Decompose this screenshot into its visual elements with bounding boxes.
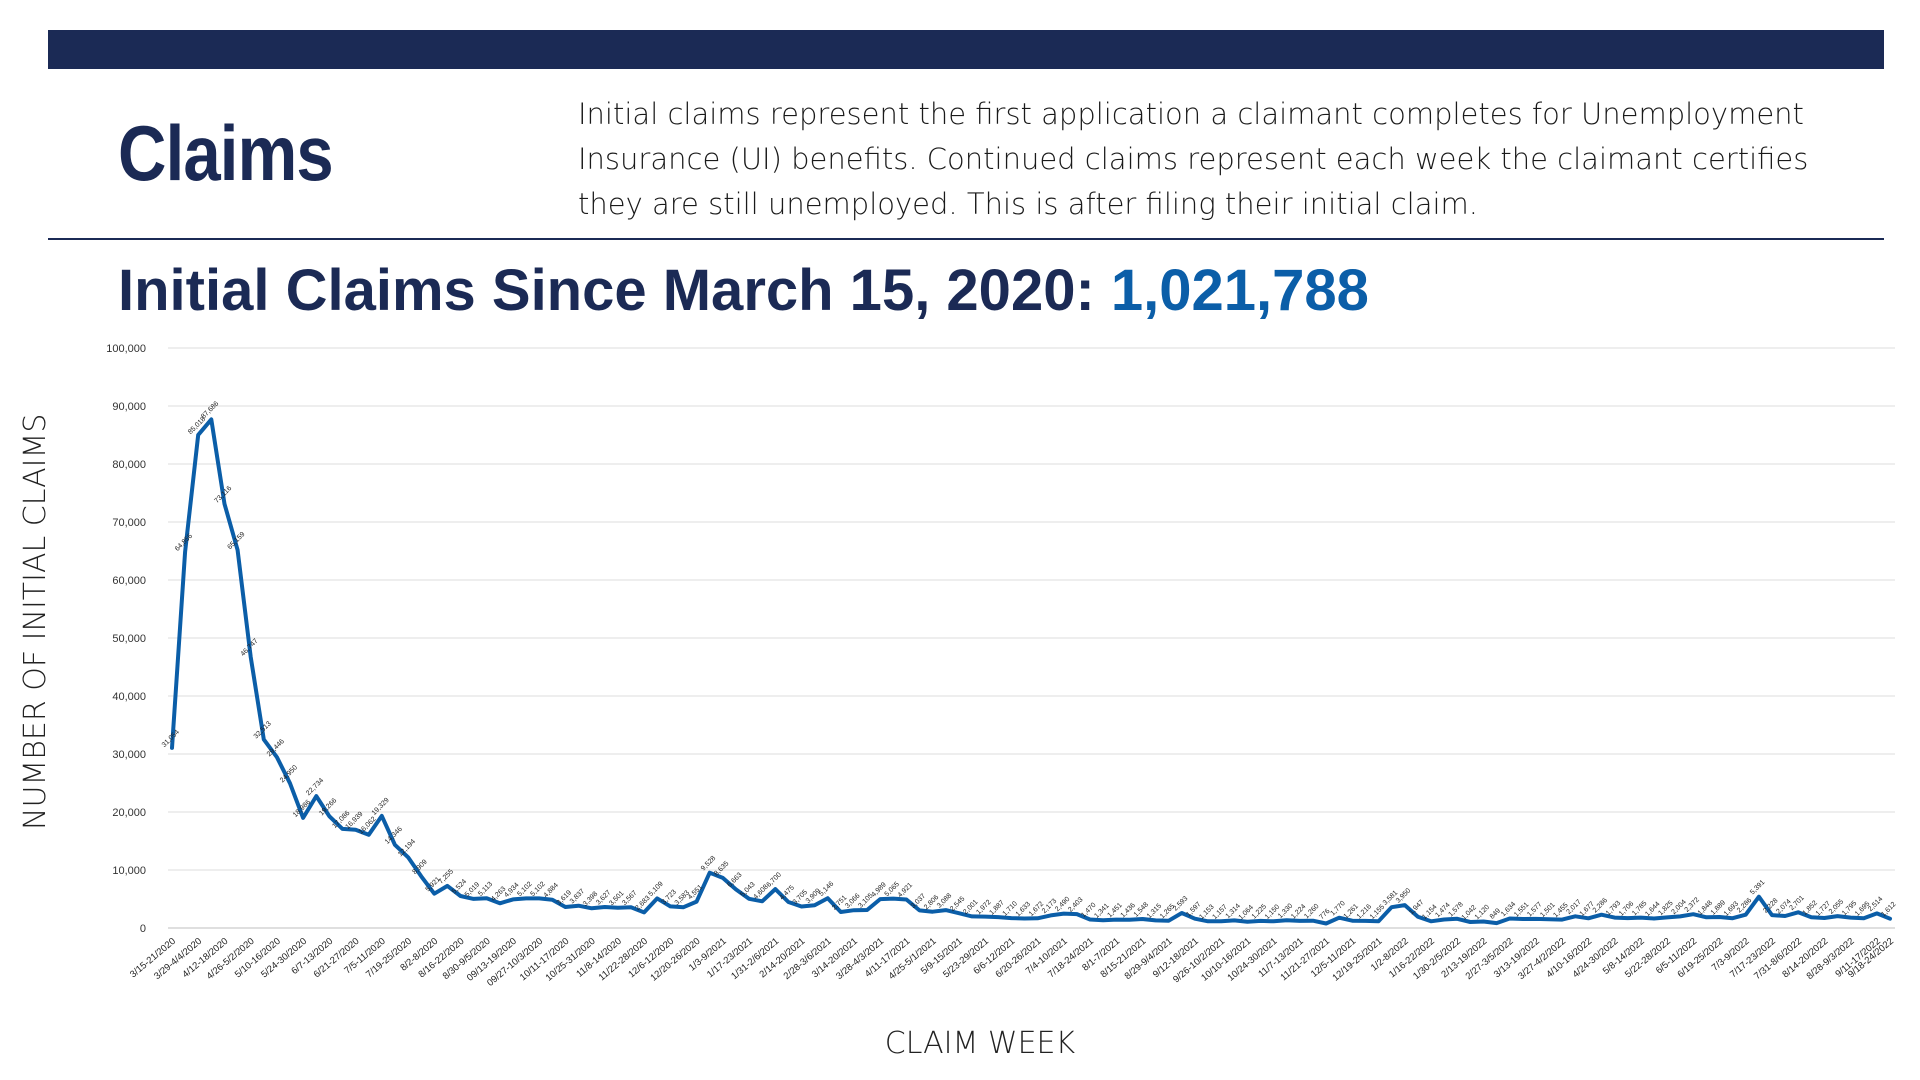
y-tick-label: 80,000 (112, 459, 146, 471)
y-tick-label: 20,000 (112, 807, 146, 819)
data-label: 7,255 (438, 868, 455, 885)
y-tick-label: 60,000 (112, 575, 146, 587)
data-label: 22,734 (305, 777, 325, 797)
y-tick-label: 50,000 (112, 633, 146, 645)
series-line (170, 417, 1892, 926)
data-label: 87,686 (200, 400, 220, 420)
y-axis-title: NUMBER OF INITIAL CLAIMS (18, 413, 53, 830)
y-tick-label: 40,000 (112, 691, 146, 703)
page-title: Claims (118, 109, 334, 197)
data-label: 8,635 (713, 860, 730, 877)
y-tick-label: 10,000 (112, 865, 146, 877)
description-text: Initial claims represent the first appli… (578, 97, 1809, 221)
data-label: 6,700 (766, 871, 783, 888)
x-axis-title: CLAIM WEEK (884, 1026, 1076, 1061)
data-label: 19,329 (371, 797, 391, 817)
y-tick-label: 0 (140, 923, 146, 935)
data-label: 1,260 (1303, 903, 1320, 920)
data-label: 3,950 (1395, 887, 1412, 904)
chart-title-prefix: Initial Claims Since March 15, 2020: (118, 258, 1111, 323)
data-label: 5,109 (648, 881, 665, 898)
data-label: 776 (1318, 908, 1331, 921)
total-claims-value: 1,021,788 (1110, 258, 1369, 323)
data-label: 1,612 (1880, 901, 1897, 918)
data-label: 5,146 (818, 880, 835, 897)
data-label: 1,120 (1474, 904, 1491, 921)
data-label: 2,593 (1172, 895, 1189, 912)
y-tick-label: 30,000 (112, 749, 146, 761)
y-tick-label: 90,000 (112, 401, 146, 413)
y-tick-label: 100,000 (106, 343, 146, 355)
divider-line (48, 238, 1884, 240)
top-banner-bar (48, 30, 1884, 69)
y-tick-label: 70,000 (112, 517, 146, 529)
chart-title: Initial Claims Since March 15, 2020: 1,0… (118, 257, 1369, 324)
data-label: 5,391 (1749, 879, 1766, 896)
